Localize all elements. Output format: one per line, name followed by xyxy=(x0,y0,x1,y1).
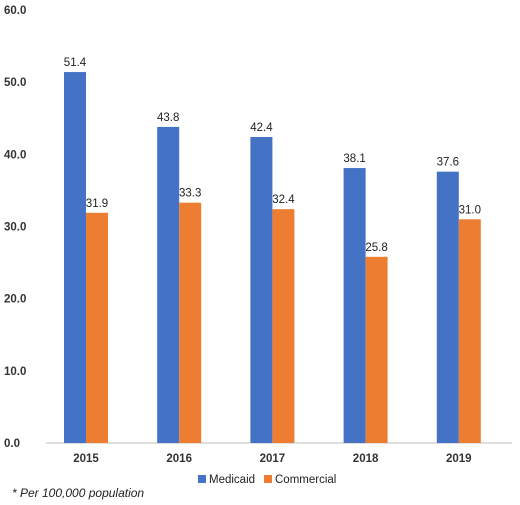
legend: Medicaid Commercial xyxy=(198,474,336,486)
data-label-medicaid-2018: 38.1 xyxy=(343,153,365,165)
data-labels: 51.4 31.9 43.8 33.3 42.4 32.4 38.1 25.8 37.6 31.0 xyxy=(64,57,481,254)
data-label-commercial-2019: 31.0 xyxy=(459,204,481,216)
bar-commercial-2015 xyxy=(86,212,108,443)
bar-medicaid-2015 xyxy=(64,72,86,444)
data-label-medicaid-2019: 37.6 xyxy=(437,157,459,169)
data-label-medicaid-2016: 43.8 xyxy=(157,112,179,124)
bar-commercial-2016 xyxy=(179,202,202,443)
bar-commercial-2019 xyxy=(458,219,481,443)
bar-commercial-2017 xyxy=(272,209,295,443)
x-tick-label: 2019 xyxy=(446,453,472,465)
data-label-medicaid-2017: 42.4 xyxy=(250,122,273,134)
y-tick-label: 60.0 xyxy=(4,5,26,17)
y-tick-label: 30.0 xyxy=(4,222,26,234)
legend-label-commercial: Commercial xyxy=(275,474,336,486)
y-tick-label: 50.0 xyxy=(4,77,26,89)
legend-swatch-commercial xyxy=(264,475,272,483)
y-tick-label: 0.0 xyxy=(4,438,20,450)
x-tick-label: 2016 xyxy=(166,453,192,465)
x-tick-label: 2018 xyxy=(353,453,379,465)
x-tick-label: 2017 xyxy=(260,453,286,465)
bar-medicaid-2018 xyxy=(343,168,366,444)
y-tick-label: 10.0 xyxy=(4,366,26,378)
bar-medicaid-2019 xyxy=(436,171,459,444)
bars xyxy=(64,72,481,444)
y-tick-label: 20.0 xyxy=(4,294,26,306)
bar-medicaid-2017 xyxy=(250,137,273,443)
legend-label-medicaid: Medicaid xyxy=(209,474,255,486)
data-label-commercial-2017: 32.4 xyxy=(272,194,295,206)
bar-medicaid-2016 xyxy=(157,126,180,443)
x-tick-label: 2015 xyxy=(73,453,99,465)
x-axis-ticks: 2015 2016 2017 2018 2019 xyxy=(73,453,471,465)
y-tick-label: 40.0 xyxy=(4,149,26,161)
bar-commercial-2018 xyxy=(365,256,388,443)
legend-swatch-medicaid xyxy=(198,475,206,483)
data-label-commercial-2016: 33.3 xyxy=(179,188,201,200)
y-axis-ticks: 0.0 10.0 20.0 30.0 40.0 50.0 60.0 xyxy=(4,5,26,450)
data-label-medicaid-2015: 51.4 xyxy=(64,57,87,69)
footnote: * Per 100,000 population xyxy=(12,486,145,500)
data-label-commercial-2018: 25.8 xyxy=(365,242,387,254)
data-label-commercial-2015: 31.9 xyxy=(86,198,108,210)
